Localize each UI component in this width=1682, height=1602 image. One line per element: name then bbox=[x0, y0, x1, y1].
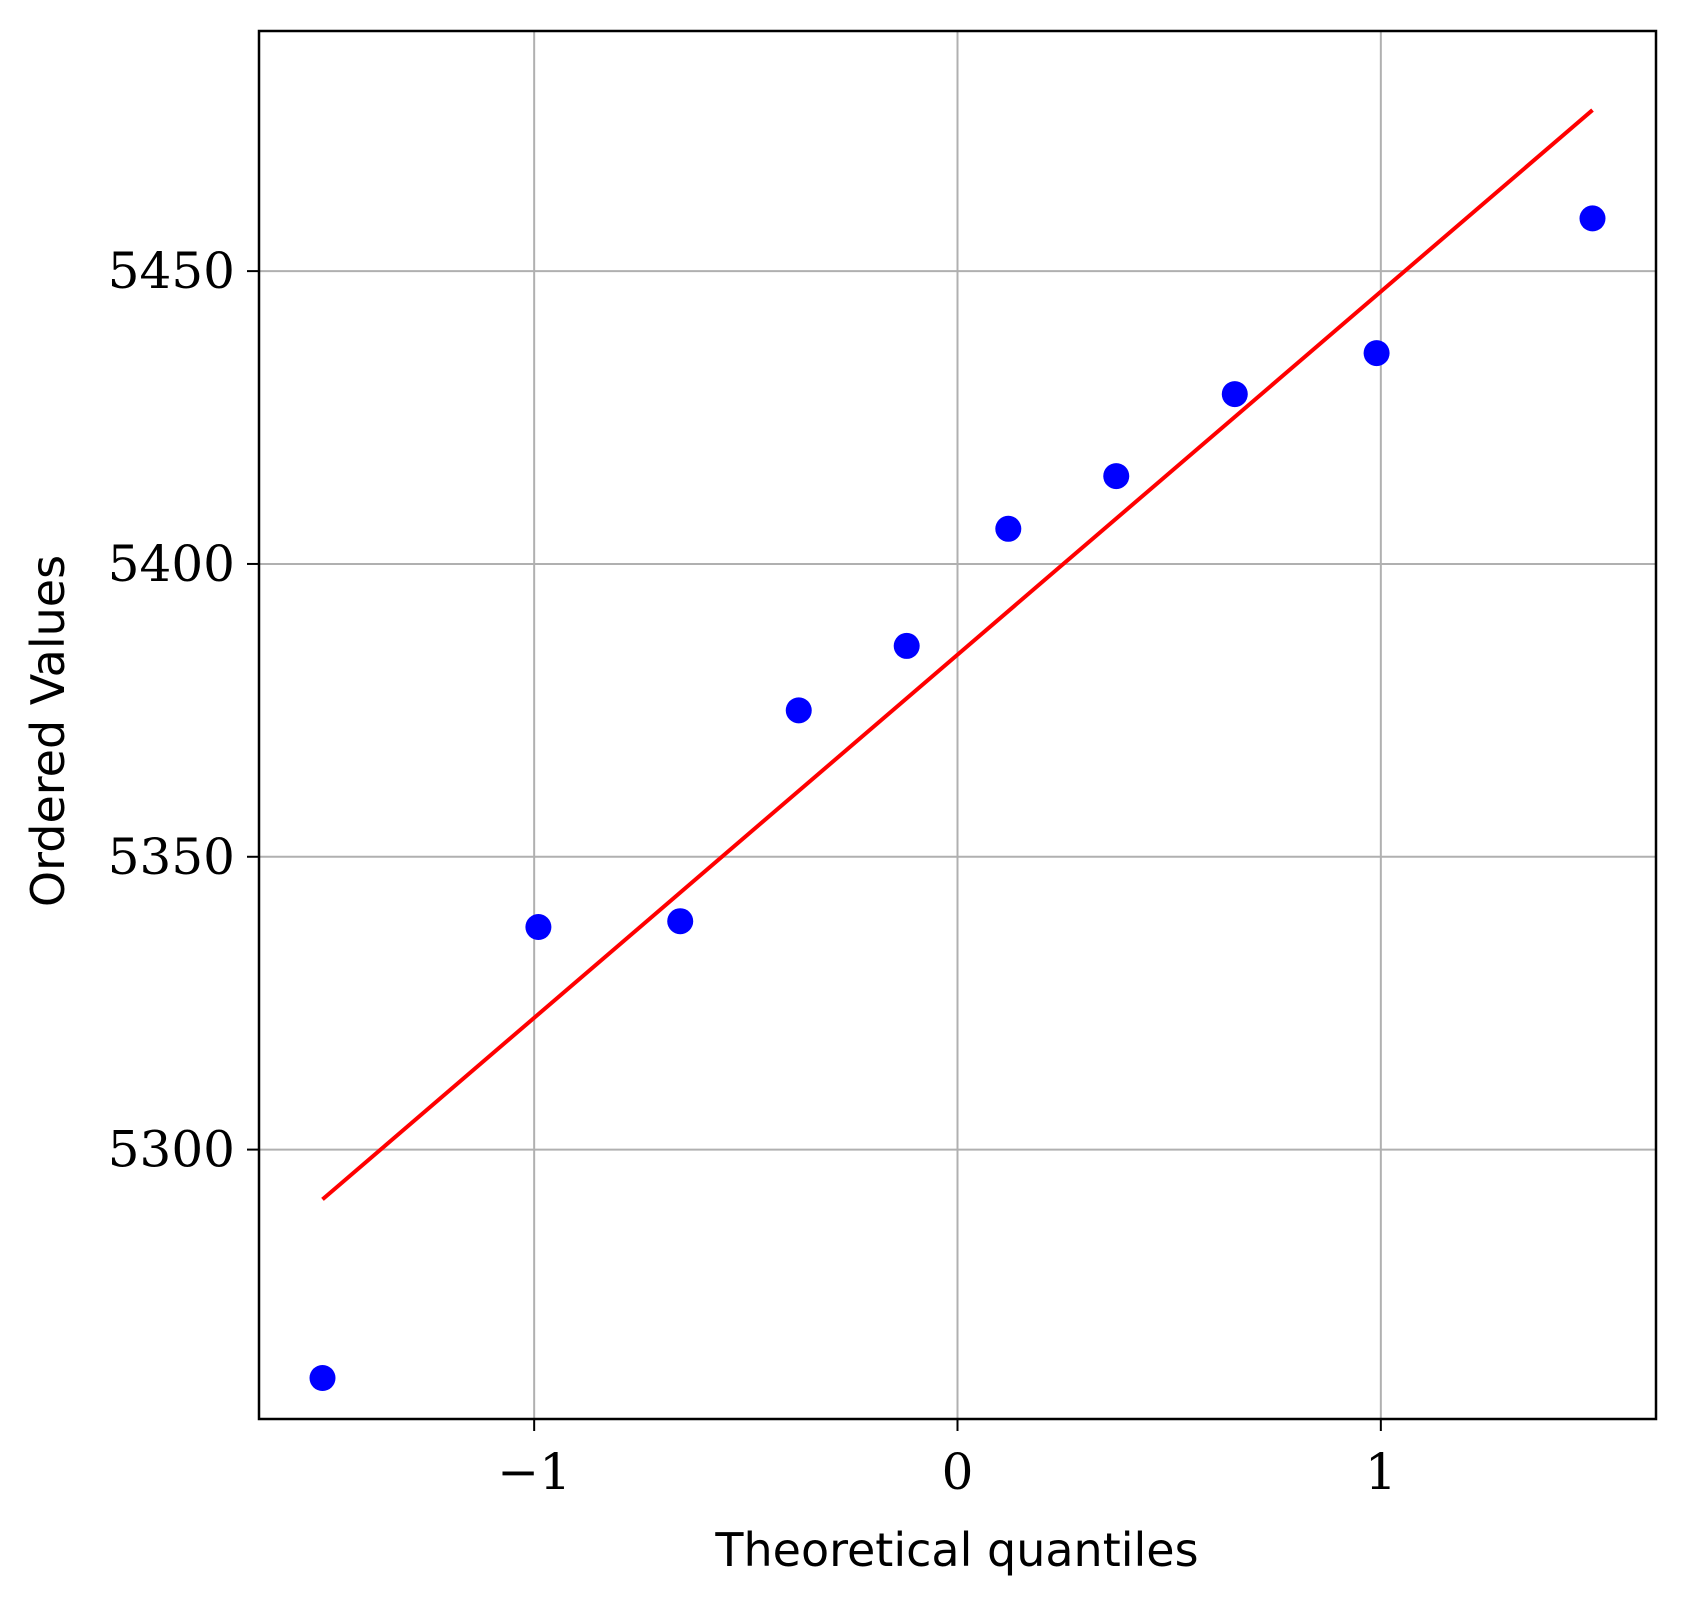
fit-line bbox=[321, 108, 1594, 1201]
data-points bbox=[309, 205, 1606, 1392]
data-point-5 bbox=[995, 515, 1022, 542]
x-tick-label-2: 1 bbox=[1365, 1443, 1397, 1501]
y-tick-label-3: 5450 bbox=[108, 242, 235, 300]
y-axis-ticks: 5300 5350 5400 5450 bbox=[108, 242, 259, 1179]
grid-lines bbox=[259, 31, 1656, 1419]
data-point-9 bbox=[1579, 205, 1606, 232]
y-tick-label-1: 5350 bbox=[108, 828, 235, 886]
data-point-8 bbox=[1363, 340, 1390, 367]
y-tick-label-0: 5300 bbox=[108, 1121, 235, 1179]
x-tick-label-1: 0 bbox=[942, 1443, 974, 1501]
fit-line-group bbox=[321, 108, 1594, 1201]
y-axis-title: Ordered Values bbox=[21, 555, 75, 907]
data-point-6 bbox=[1103, 463, 1130, 490]
data-point-1 bbox=[525, 914, 552, 941]
data-point-4 bbox=[893, 632, 920, 659]
data-point-7 bbox=[1221, 381, 1248, 408]
data-point-0 bbox=[309, 1365, 336, 1392]
data-point-2 bbox=[667, 908, 694, 935]
data-point-3 bbox=[785, 697, 812, 724]
y-tick-label-2: 5400 bbox=[108, 535, 235, 593]
x-axis-ticks: −1 0 1 bbox=[497, 1419, 1397, 1501]
x-axis-title: Theoretical quantiles bbox=[714, 1523, 1198, 1577]
x-tick-label-0: −1 bbox=[497, 1443, 571, 1501]
